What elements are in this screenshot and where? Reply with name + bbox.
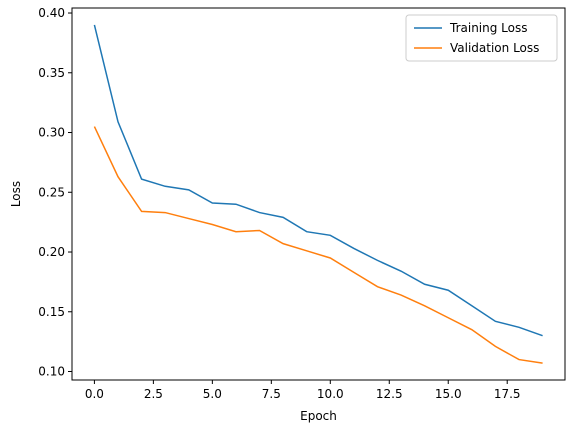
series-line xyxy=(93,24,543,337)
x-tick-label: 7.5 xyxy=(262,387,281,401)
plot-frame xyxy=(71,7,566,381)
x-tick-label: 12.5 xyxy=(376,387,403,401)
y-tick-label: 0.30 xyxy=(38,126,65,140)
x-axis-label: Epoch xyxy=(300,409,337,423)
y-tick-label: 0.35 xyxy=(38,66,65,80)
y-tick-label: 0.20 xyxy=(38,245,65,259)
legend-label: Training Loss xyxy=(449,21,527,35)
legend-label: Validation Loss xyxy=(450,41,539,55)
y-tick-label: 0.25 xyxy=(38,185,65,199)
x-tick-label: 5.0 xyxy=(203,387,222,401)
x-tick-label: 2.5 xyxy=(144,387,163,401)
x-tick-label: 17.5 xyxy=(494,387,521,401)
y-tick-label: 0.10 xyxy=(38,365,65,379)
x-tick-label: 10.0 xyxy=(317,387,344,401)
legend-box xyxy=(405,14,558,62)
x-tick-label: 0.0 xyxy=(85,387,104,401)
y-axis-label: Loss xyxy=(9,181,23,207)
y-tick-label: 0.15 xyxy=(38,305,65,319)
series-line xyxy=(93,126,543,364)
y-tick-label: 0.40 xyxy=(38,6,65,20)
x-tick-label: 15.0 xyxy=(435,387,462,401)
